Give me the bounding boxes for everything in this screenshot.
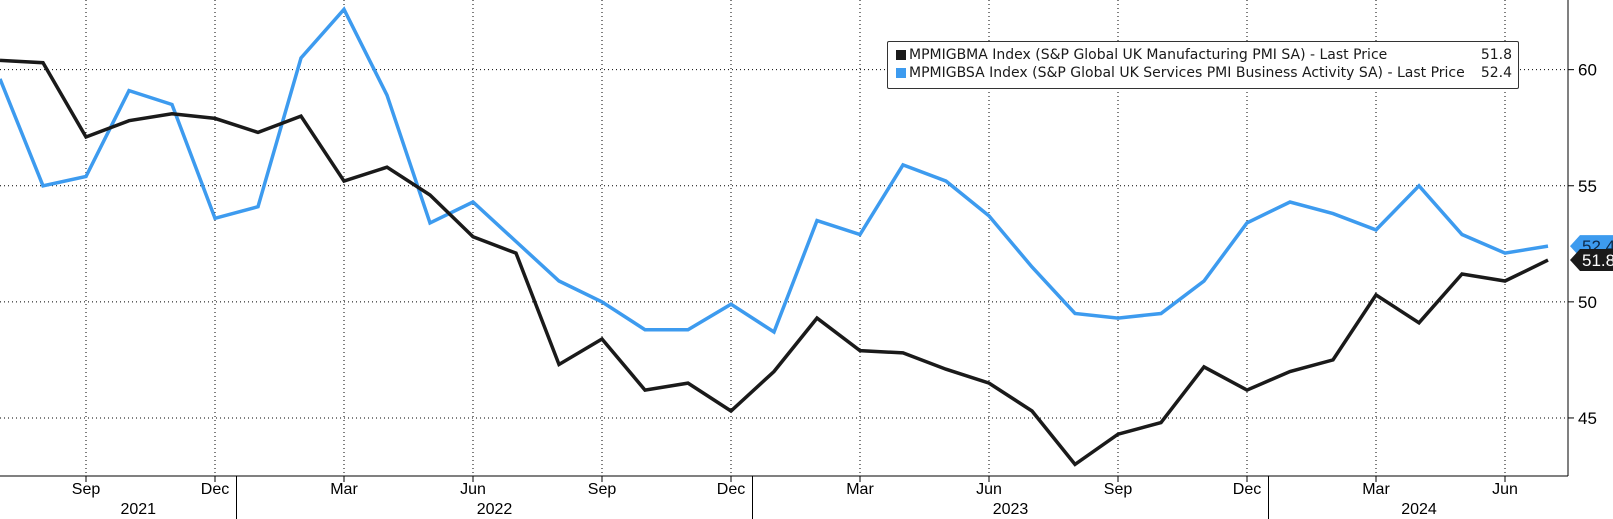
x-tick-label: Sep [72, 481, 101, 498]
x-tick-label: Mar [846, 481, 874, 498]
x-tick-label: Sep [588, 481, 617, 498]
x-tick-label: Sep [1104, 481, 1133, 498]
x-tick-label: Mar [330, 481, 358, 498]
x-year-label: 2021 [120, 501, 156, 518]
x-year-label: 2022 [477, 501, 513, 518]
y-tick-label: 55 [1578, 177, 1597, 196]
legend-swatch-manufacturing [896, 50, 906, 60]
series-line-services [0, 6, 1549, 335]
legend-label-services: MPMIGBSA Index (S&P Global UK Services P… [909, 65, 1465, 81]
y-tick-label: 60 [1578, 61, 1597, 80]
legend-entry-services: MPMIGBSA Index (S&P Global UK Services P… [896, 64, 1512, 82]
x-tick-label: Dec [717, 481, 745, 498]
legend-value-services: 52.4 [1480, 65, 1512, 81]
x-tick-label: Dec [201, 481, 229, 498]
legend-entry-manufacturing: MPMIGBMA Index (S&P Global UK Manufactur… [896, 46, 1512, 64]
y-tick-label: 50 [1578, 293, 1597, 312]
series-line-manufacturing [0, 58, 1549, 467]
last-value-label: 51.8 [1582, 251, 1613, 270]
y-tick-label: 45 [1578, 409, 1597, 428]
legend-swatch-services [896, 68, 906, 78]
x-year-label: 2024 [1401, 501, 1437, 518]
x-tick-label: Dec [1233, 481, 1261, 498]
x-tick-label: Jun [976, 481, 1002, 498]
x-tick-label: Mar [1362, 481, 1390, 498]
series-layer [0, 6, 1549, 467]
legend-value-manufacturing: 51.8 [1480, 47, 1512, 63]
x-tick-label: Jun [460, 481, 486, 498]
x-tick-label: Jun [1492, 481, 1518, 498]
legend: MPMIGBMA Index (S&P Global UK Manufactur… [887, 41, 1519, 89]
x-year-label: 2023 [993, 501, 1029, 518]
last-value-tags: 52.451.8 [1570, 235, 1613, 272]
legend-label-manufacturing: MPMIGBMA Index (S&P Global UK Manufactur… [909, 47, 1388, 63]
last-value-tag-manufacturing: 51.8 [1570, 249, 1613, 272]
